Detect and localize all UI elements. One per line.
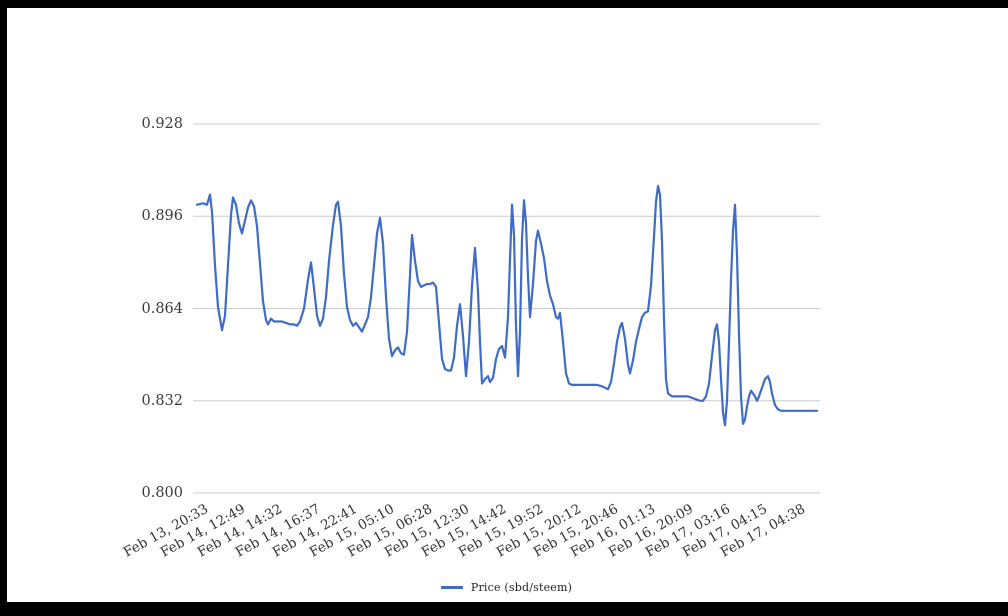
y-axis-label: 0.800 — [141, 485, 183, 501]
price-series-line — [195, 184, 819, 427]
chart-legend: Price (sbd/steem) — [193, 581, 820, 594]
y-axis-label: 0.896 — [141, 208, 183, 225]
frame-border-top — [0, 0, 1008, 8]
y-axis-label: 0.832 — [141, 392, 183, 409]
frame-border-bottom — [0, 602, 1008, 616]
legend-line-swatch — [440, 586, 463, 589]
legend-label: Price (sbd/steem) — [470, 581, 573, 594]
y-axis-label: 0.928 — [141, 116, 183, 132]
y-axis-label: 0.864 — [141, 300, 183, 317]
frame-border-left — [0, 0, 7, 602]
